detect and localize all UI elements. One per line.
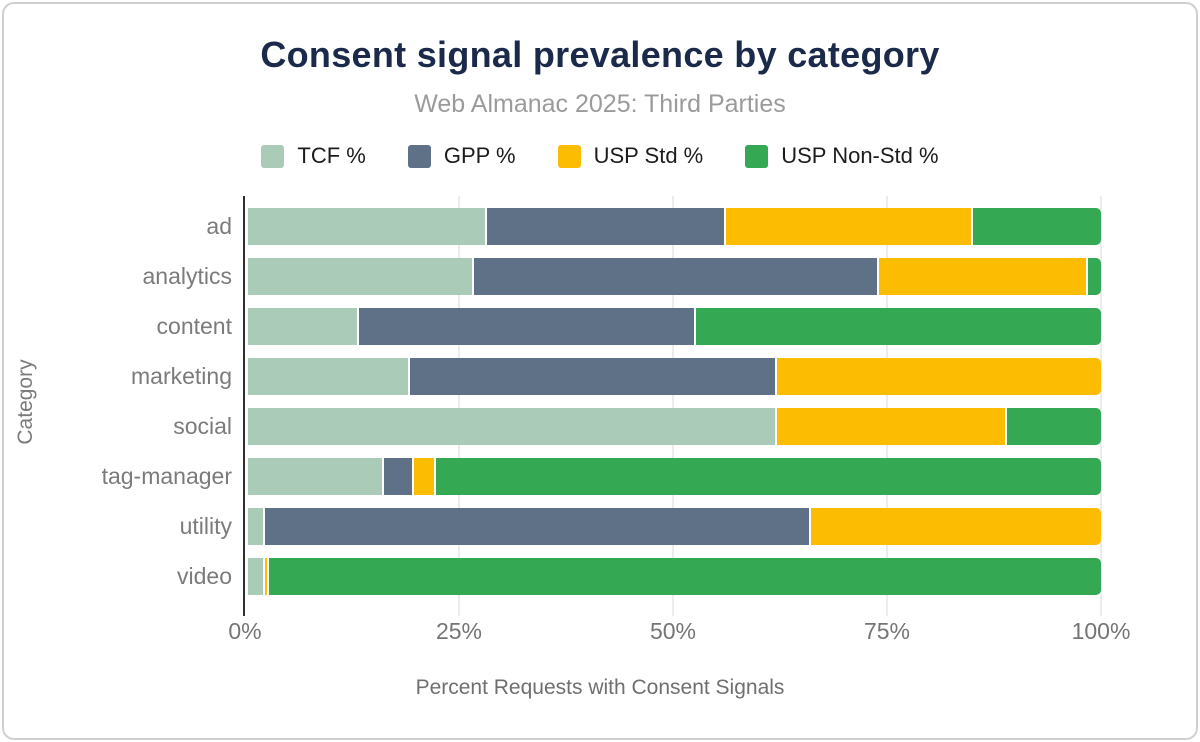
gridline-75 xyxy=(886,196,888,616)
bar-segment-ad-uspnon-std xyxy=(973,208,1101,245)
x-tick-label-0: 0% xyxy=(228,618,262,644)
y-axis-category-labels: ad analytics content marketing social tag-man… xyxy=(0,196,232,606)
x-tick-label-25: 25% xyxy=(435,618,483,644)
bar-segment-utility-uspstd xyxy=(810,508,1101,545)
bar-row-tag-manager xyxy=(248,458,1101,495)
category-label-social: social xyxy=(173,413,232,439)
y-axis-title: Category xyxy=(14,359,37,445)
bar-segment-utility-tcf xyxy=(248,508,266,545)
bar-segment-social-uspstd xyxy=(776,408,1008,445)
legend-swatch-icon xyxy=(261,144,285,168)
legend-swatch-icon xyxy=(407,144,431,168)
legend-item-3: USP Std % xyxy=(557,143,704,169)
legend: TCF % GPP % USP Std % USP Non-Std % xyxy=(0,142,1200,170)
category-label-analytics: analytics xyxy=(142,263,232,289)
bar-row-content xyxy=(248,308,1101,345)
legend-label: TCF % xyxy=(297,143,366,168)
bar-segment-tag-manager-gpp xyxy=(384,458,415,495)
legend-label: USP Std % xyxy=(593,143,704,168)
x-tick-label-100: 100% xyxy=(1071,618,1131,644)
legend-swatch-icon xyxy=(745,144,769,168)
bar-segment-content-gpp xyxy=(358,308,696,345)
legend-item-1: TCF % xyxy=(261,143,366,169)
bar-segment-analytics-uspstd xyxy=(879,258,1089,295)
bar-segment-content-tcf xyxy=(248,308,359,345)
gridline-50 xyxy=(672,196,674,616)
x-tick-label-50: 50% xyxy=(649,618,697,644)
gridline-100 xyxy=(1100,196,1102,616)
plot-area xyxy=(243,196,1102,616)
x-tick-label-75: 75% xyxy=(863,618,911,644)
bar-row-analytics xyxy=(248,258,1101,295)
bar-row-utility xyxy=(248,508,1101,545)
bar-segment-content-uspnon-std xyxy=(695,308,1101,345)
bar-segment-analytics-gpp xyxy=(474,258,880,295)
x-axis-title: Percent Requests with Consent Signals xyxy=(415,676,785,699)
bar-segment-tag-manager-uspnon-std xyxy=(435,458,1101,495)
bar-segment-social-uspnon-std xyxy=(1007,408,1101,445)
bar-segment-video-tcf xyxy=(248,558,266,595)
bar-segment-tag-manager-uspstd xyxy=(414,458,436,495)
bar-row-video xyxy=(248,558,1101,595)
legend-label: GPP % xyxy=(443,143,516,168)
category-label-marketing: marketing xyxy=(131,363,232,389)
legend-label: USP Non-Std % xyxy=(781,143,939,168)
bar-row-marketing xyxy=(248,358,1101,395)
bar-segment-ad-tcf xyxy=(248,208,487,245)
chart-subtitle: Web Almanac 2025: Third Parties xyxy=(414,90,786,118)
category-label-tag-manager: tag-manager xyxy=(101,463,232,489)
chart-title: Consent signal prevalence by category xyxy=(260,34,940,75)
legend-swatch-icon xyxy=(557,144,581,168)
bar-segment-utility-gpp xyxy=(265,508,811,545)
category-label-video: video xyxy=(177,563,232,589)
bar-row-social xyxy=(248,408,1101,445)
bar-segment-tag-manager-tcf xyxy=(248,458,385,495)
bar-segment-ad-gpp xyxy=(486,208,726,245)
category-label-utility: utility xyxy=(179,513,232,539)
bar-segment-video-uspstd xyxy=(265,558,270,595)
bar-segment-marketing-uspstd xyxy=(776,358,1101,395)
category-label-content: content xyxy=(156,313,232,339)
bar-segment-marketing-gpp xyxy=(410,358,777,395)
y-axis-line xyxy=(243,196,245,616)
legend-item-2: GPP % xyxy=(407,143,516,169)
legend-item-4: USP Non-Std % xyxy=(745,143,939,169)
category-label-ad: ad xyxy=(206,213,232,239)
bar-segment-marketing-tcf xyxy=(248,358,411,395)
bar-segment-analytics-tcf xyxy=(248,258,475,295)
bar-segment-analytics-uspnon-std xyxy=(1088,258,1101,295)
x-axis-tick-labels: 0% 25% 50% 75% 100% xyxy=(228,618,1130,648)
bar-row-ad xyxy=(248,208,1101,245)
bar-segment-video-uspnon-std xyxy=(269,558,1101,595)
gridline-25 xyxy=(458,196,460,616)
bar-segment-social-tcf xyxy=(248,408,777,445)
bar-segment-ad-uspstd xyxy=(725,208,974,245)
